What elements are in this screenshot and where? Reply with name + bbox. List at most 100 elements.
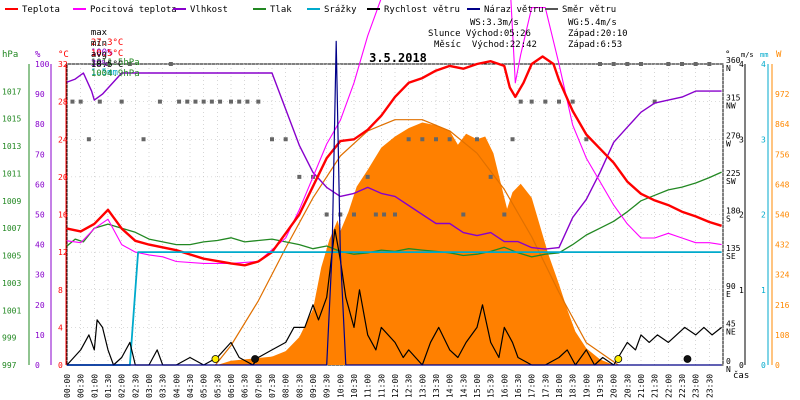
x-tick: 01:00: [90, 374, 99, 398]
pressure-tick: 1009: [2, 197, 21, 206]
wind-tick: 4: [739, 60, 744, 69]
wind-direction-point: [245, 99, 250, 104]
wind-direction-point: [237, 99, 242, 104]
pressure-tick: 1001: [2, 306, 21, 315]
x-tick: 19:00: [582, 374, 591, 398]
info-moon: Měsíc Východ:22:42: [434, 40, 537, 50]
rain-unit: mm: [760, 51, 768, 59]
wind-direction-point: [393, 212, 397, 217]
x-tick: 09:30: [323, 374, 332, 398]
direction-tick: 270: [726, 131, 741, 140]
moonset-marker: [251, 355, 259, 363]
x-tick: 21:00: [637, 374, 646, 398]
wind-direction-point: [461, 212, 466, 217]
stats-min-temp: 10.5°C: [90, 49, 124, 59]
x-tick: 20:00: [610, 374, 619, 398]
wind-direction-point: [270, 137, 274, 142]
temperature-tick: 8: [58, 286, 63, 295]
wind-direction-point: [518, 99, 523, 104]
direction-tick: 180: [726, 207, 741, 216]
x-tick: 06:00: [227, 374, 236, 398]
wind-direction-point: [420, 137, 425, 142]
wind-direction-point: [693, 62, 698, 66]
wind-direction-point: [639, 62, 643, 66]
wind-direction-point: [666, 62, 671, 66]
x-tick: 10:00: [336, 374, 345, 398]
x-tick: 07:00: [254, 374, 263, 398]
temperature-tick: 20: [58, 173, 68, 182]
wind-direction-point: [338, 212, 343, 217]
humidity-tick: 30: [35, 271, 45, 280]
solar-tick: 108: [775, 331, 790, 340]
x-tick: 13:00: [418, 374, 427, 398]
solar-tick: 972: [775, 90, 790, 99]
humidity-tick: 60: [35, 180, 45, 189]
stats-avg-temp: 18.5°C: [90, 60, 124, 70]
legend-label: Pocitová teplota: [90, 5, 177, 15]
wind-direction-point: [707, 62, 712, 66]
pressure-tick: 1003: [2, 279, 21, 288]
wind-direction-point: [297, 174, 302, 179]
wind-direction-point: [86, 137, 91, 142]
wind-direction-point: [488, 174, 493, 179]
temperature-tick: 28: [58, 98, 68, 107]
moonrise-marker: [683, 355, 692, 363]
wind-direction-point: [406, 137, 411, 142]
wind-direction-point: [352, 212, 356, 217]
x-tick: 02:00: [118, 374, 127, 398]
wind-direction-point: [218, 99, 223, 104]
wind-direction-point: [256, 99, 261, 104]
wind-direction-point: [193, 99, 198, 104]
x-tick: 07:30: [268, 374, 277, 398]
x-tick: 03:30: [159, 374, 168, 398]
humidity-tick: 100: [35, 60, 50, 69]
solar-tick: 864: [775, 120, 790, 129]
humidity-tick: 10: [35, 331, 45, 340]
pressure-tick: 1005: [2, 252, 21, 261]
stats-avg: avg 18.5°C: [80, 40, 124, 70]
x-tick: 13:30: [432, 374, 441, 398]
x-tick: 19:30: [596, 374, 605, 398]
x-tick: 21:30: [651, 374, 660, 398]
rain-tick: 0: [761, 361, 766, 370]
rain-tick: 3: [761, 135, 766, 144]
info-wg: WG:5.4m/s: [568, 18, 617, 28]
solar-tick: 0: [775, 361, 780, 370]
direction-label: SW: [726, 177, 736, 186]
x-tick: 15:30: [487, 374, 496, 398]
direction-label: N: [726, 64, 731, 73]
solar-tick: 432: [775, 241, 790, 250]
direction-label: E: [726, 290, 731, 299]
wind-direction-point: [324, 212, 329, 217]
stats-max-label: max: [90, 28, 108, 38]
wind-direction-point: [543, 99, 548, 104]
wind-direction-point: [97, 99, 102, 104]
x-tick: 11:30: [377, 374, 386, 398]
direction-label: NW: [726, 102, 736, 111]
legend-label: Směr větru: [562, 5, 616, 15]
rain-tick: 1: [761, 286, 766, 295]
wind-tick: 0: [739, 361, 744, 370]
temperature-line: [66, 55, 722, 267]
stats-max-temp: 27.3°C: [90, 38, 124, 48]
x-tick: 04:30: [186, 374, 195, 398]
legend-label: Vlhkost: [190, 5, 228, 15]
wind-direction-point: [119, 99, 124, 104]
wind-tick: 3: [739, 135, 744, 144]
x-tick: 11:00: [364, 374, 373, 398]
direction-label: W: [726, 139, 731, 148]
legend-label: Srážky: [324, 5, 357, 15]
direction-tick: 360: [726, 56, 741, 65]
wind-direction-point: [475, 137, 479, 142]
wind-direction-point: [209, 99, 214, 104]
direction-unit: °: [725, 50, 730, 60]
x-tick: 15:00: [473, 374, 482, 398]
stats-min-label: min: [90, 39, 108, 49]
wind-direction-point: [680, 62, 684, 66]
stats-max-press: 1011.5hPa: [90, 58, 140, 68]
x-tick: 09:00: [309, 374, 318, 398]
humidity-tick: 20: [35, 301, 45, 310]
x-tick: 08:30: [295, 374, 304, 398]
wind-direction-point: [529, 99, 534, 104]
wind-direction-point: [373, 212, 378, 217]
